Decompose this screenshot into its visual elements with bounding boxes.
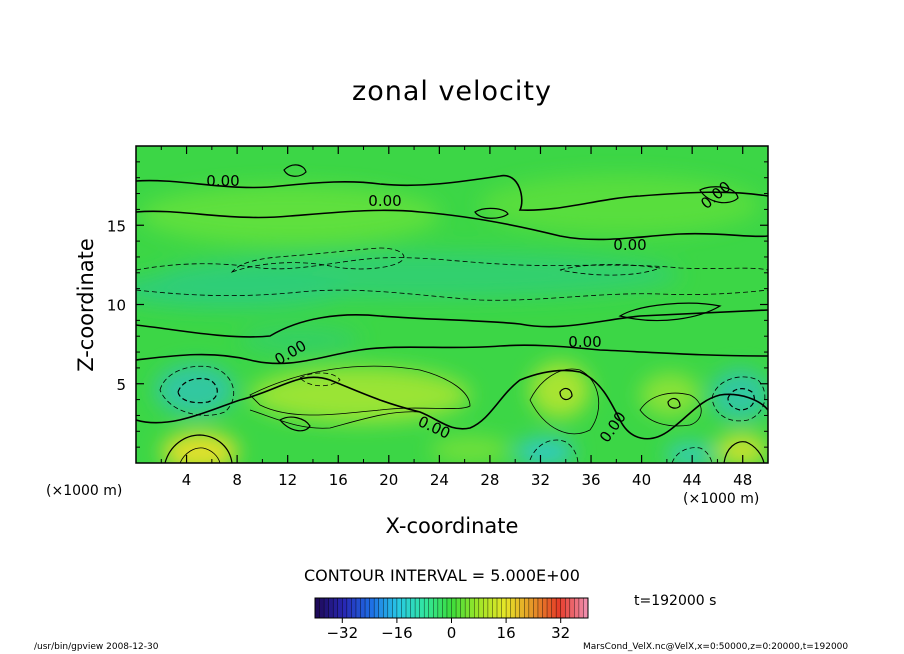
- colorbar-tick-label: 32: [551, 624, 570, 642]
- colorbar-segment: [487, 598, 493, 618]
- colorbar-segment: [465, 598, 470, 618]
- colorbar-segment: [469, 598, 475, 618]
- colorbar-segment: [478, 598, 484, 618]
- chart-title: zonal velocity: [352, 76, 552, 107]
- colorbar-segment: [396, 598, 402, 618]
- colorbar-segment: [569, 598, 575, 618]
- colorbar-segment: [583, 598, 589, 618]
- colorbar-segment: [351, 598, 357, 618]
- colorbar-segment: [410, 598, 416, 618]
- colorbar-segment: [551, 598, 557, 618]
- x-unit-label-left: (×1000 m): [46, 483, 123, 499]
- colorbar-segment: [533, 598, 539, 618]
- colorbar-tick-label: 0: [447, 624, 457, 642]
- colorbar-segment: [378, 598, 384, 618]
- colorbar-segment: [355, 598, 361, 618]
- colorbar-segment: [556, 598, 561, 618]
- colorbar-segment: [328, 598, 334, 618]
- colorbar-segment: [474, 598, 480, 618]
- colorbar-segment: [342, 598, 348, 618]
- velocity-field: [136, 146, 768, 463]
- x-tick-label: 4: [182, 471, 192, 489]
- colorbar-segment: [542, 598, 548, 618]
- x-tick-label: 44: [683, 471, 702, 489]
- colorbar-segment: [497, 598, 502, 618]
- x-tick-label: 20: [379, 471, 398, 489]
- colorbar-segment: [574, 598, 580, 618]
- x-tick-label: 28: [480, 471, 499, 489]
- colorbar-segment: [424, 598, 430, 618]
- colorbar-segment: [492, 598, 498, 618]
- x-tick-label: 36: [581, 471, 600, 489]
- x-tick-label: 32: [531, 471, 550, 489]
- x-tick-label: 40: [632, 471, 651, 489]
- contour-label: 0.00: [568, 333, 601, 351]
- x-tick-label: 8: [232, 471, 242, 489]
- colorbar-segment: [446, 598, 452, 618]
- colorbar-segment: [365, 598, 370, 618]
- colorbar-segment: [483, 598, 489, 618]
- footer-right-text: MarsCond_VelX.nc@VelX,x=0:50000,z=0:2000…: [583, 642, 849, 652]
- x-tick-label: 12: [278, 471, 297, 489]
- colorbar-segment: [510, 598, 516, 618]
- colorbar-segment: [346, 598, 352, 618]
- colorbar-tick-label: 16: [497, 624, 516, 642]
- colorbar-segment: [392, 598, 398, 618]
- footer-left-text: /usr/bin/gpview 2008-12-30: [34, 642, 159, 652]
- colorbar: −32 −16 0 16 32: [314, 597, 589, 642]
- y-tick-label: 10: [107, 297, 126, 315]
- y-tick-label: 5: [116, 376, 126, 394]
- contour-label: 0.00: [613, 236, 646, 254]
- colorbar-segment: [406, 598, 411, 618]
- colorbar-segment: [374, 598, 379, 618]
- colorbar-segment: [442, 598, 448, 618]
- colorbar-segment: [537, 598, 543, 618]
- colorbar-segment: [415, 598, 420, 618]
- colorbar-segment: [506, 598, 511, 618]
- x-tick-label: 48: [733, 471, 752, 489]
- colorbar-tick-label: −16: [381, 624, 413, 642]
- colorbar-segment: [460, 598, 466, 618]
- colorbar-segment: [360, 598, 366, 618]
- colorbar-segment: [419, 598, 425, 618]
- colorbar-segment: [519, 598, 525, 618]
- x-unit-label-right: (×1000 m): [683, 491, 760, 507]
- colorbar-segment: [401, 598, 407, 618]
- x-tick-label: 24: [430, 471, 449, 489]
- colorbar-segment: [337, 598, 343, 618]
- colorbar-segment: [433, 598, 439, 618]
- time-label: t=192000 s: [634, 593, 717, 609]
- contour-lines: [136, 164, 768, 463]
- colorbar-segment: [383, 598, 389, 618]
- colorbar-segment: [437, 598, 443, 618]
- colorbar-segment: [456, 598, 461, 618]
- colorbar-segment: [333, 598, 339, 618]
- colorbar-segment: [319, 598, 325, 618]
- colorbar-segment: [560, 598, 566, 618]
- x-axis-label: X-coordinate: [385, 514, 519, 538]
- colorbar-segment: [515, 598, 521, 618]
- contour-label: 0.00: [206, 172, 239, 190]
- colorbar-segment: [387, 598, 393, 618]
- y-tick-label: 15: [107, 217, 126, 235]
- colorbar-segment: [451, 598, 457, 618]
- contour-interval-label: CONTOUR INTERVAL = 5.000E+00: [304, 566, 580, 585]
- colorbar-segment: [578, 598, 584, 618]
- colorbar-segment: [315, 598, 320, 618]
- colorbar-segment: [369, 598, 375, 618]
- colorbar-tick-label: −32: [326, 624, 358, 642]
- x-tick-label: 16: [329, 471, 348, 489]
- contour-label: 0.00: [368, 192, 401, 210]
- colorbar-segment: [524, 598, 530, 618]
- colorbar-segment: [324, 598, 329, 618]
- colorbar-segment: [528, 598, 534, 618]
- colorbar-segment: [565, 598, 571, 618]
- colorbar-segment: [501, 598, 507, 618]
- colorbar-segment: [428, 598, 434, 618]
- colorbar-segment: [547, 598, 552, 618]
